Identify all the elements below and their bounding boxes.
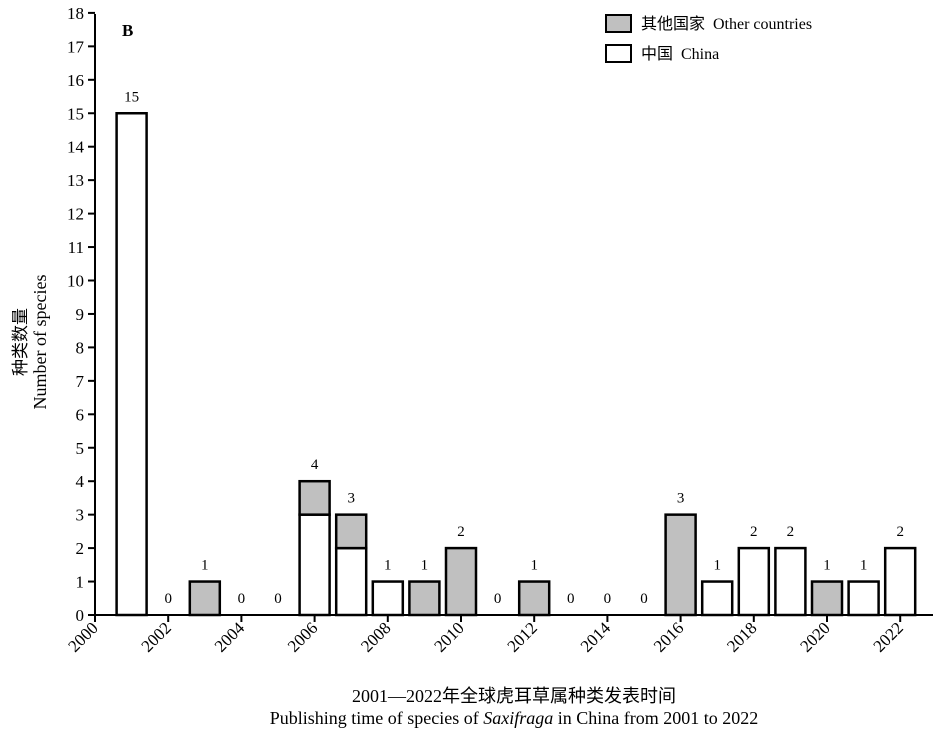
bar-value-label: 0 [604, 591, 612, 607]
bar-value-label: 4 [311, 457, 319, 473]
bar-other-countries [810, 580, 844, 617]
bar-value-label: 0 [164, 591, 172, 607]
bar-china [334, 546, 368, 617]
x-tick-label: 2010 [430, 618, 467, 655]
legend: 其他国家 Other countries 中国 China [605, 14, 812, 63]
x-tick-label: 2004 [211, 618, 249, 656]
bar-value-label: 0 [238, 591, 246, 607]
y-axis-label-en: Number of species [30, 275, 50, 410]
y-tick-label: 7 [76, 372, 85, 391]
bar-other-countries [188, 580, 222, 617]
x-tick-label: 2006 [284, 618, 321, 655]
y-tick-label: 0 [76, 606, 85, 625]
bar-other-countries [444, 546, 478, 617]
bar-value-label: 3 [677, 491, 685, 507]
bar-other-countries [664, 513, 697, 617]
x-axis-label-zh: 2001—2022年全球虎耳草属种类发表时间 [352, 686, 676, 706]
bar-value-label: 1 [823, 558, 831, 574]
y-tick-label: 10 [67, 272, 84, 291]
y-tick-label: 2 [76, 539, 85, 558]
legend-label-china: 中国 China [641, 45, 719, 63]
bar-value-label: 0 [640, 591, 648, 607]
y-tick-label: 11 [68, 238, 84, 257]
bar-china [700, 580, 734, 617]
y-tick-label: 1 [76, 573, 85, 592]
x-axis-label-en: Publishing time of species of Saxifraga … [270, 708, 758, 728]
bar-value-label: 2 [457, 524, 465, 540]
bar-value-label: 2 [896, 524, 904, 540]
bar-value-label: 1 [421, 558, 429, 574]
x-tick-label: 2016 [650, 618, 687, 655]
legend-swatch-other-countries [605, 14, 632, 33]
panel-label: B [122, 21, 133, 40]
bar-value-label: 1 [201, 558, 209, 574]
bar-china [298, 513, 331, 617]
bar-value-label: 15 [124, 89, 139, 105]
y-tick-label: 4 [76, 472, 85, 491]
bar-other-countries [408, 580, 441, 617]
y-tick-label: 12 [67, 205, 84, 224]
y-tick-label: 9 [76, 305, 85, 324]
bar-value-label: 1 [384, 558, 392, 574]
bar-china [774, 546, 807, 617]
x-tick-label: 2014 [577, 618, 615, 656]
y-tick-label: 17 [67, 37, 85, 56]
y-tick-label: 14 [67, 138, 85, 157]
x-ticks-group: 2000 2002 2004 2006 2008 2010 2012 2014 2016 2018… [64, 615, 907, 656]
bar-value-label: 2 [787, 524, 795, 540]
x-tick-label: 2018 [723, 618, 760, 655]
legend-swatch-china [605, 44, 632, 63]
y-tick-label: 18 [67, 4, 84, 23]
y-axis-label: 种类数量 Number of species [11, 275, 50, 410]
bar-value-label: 0 [494, 591, 502, 607]
x-tick-label: 2022 [870, 618, 907, 655]
x-tick-label: 2020 [796, 618, 833, 655]
x-axis-label-en-part2: in China from 2001 to 2022 [553, 708, 758, 728]
x-tick-label: 2012 [504, 618, 541, 655]
bar-value-label: 0 [274, 591, 282, 607]
bar-value-label: 3 [347, 491, 355, 507]
x-tick-label: 2000 [64, 618, 101, 655]
bar-china [847, 580, 880, 617]
x-tick-label: 2002 [138, 618, 175, 655]
y-tick-label: 13 [67, 171, 84, 190]
bar-china [737, 546, 771, 617]
bar-value-label: 0 [567, 591, 575, 607]
bar-value-label: 2 [750, 524, 758, 540]
value-labels-group: 15 0 1 0 0 4 3 1 1 2 0 1 0 0 0 3 1 2 2 1 1 2 [124, 89, 904, 607]
bar-value-label: 1 [530, 558, 538, 574]
legend-label-other-countries: 其他国家 Other countries [641, 15, 812, 33]
y-tick-label: 3 [76, 506, 85, 525]
bar-other-countries [334, 513, 368, 550]
y-tick-label: 5 [76, 439, 85, 458]
bar-value-label: 1 [860, 558, 868, 574]
bar-value-label: 1 [713, 558, 721, 574]
bar-china [115, 112, 148, 617]
y-tick-label: 8 [76, 338, 85, 357]
y-tick-label: 6 [76, 405, 85, 424]
bar-other-countries [298, 479, 331, 516]
y-axis-label-zh: 种类数量 [11, 308, 30, 376]
y-tick-label: 16 [67, 71, 84, 90]
bar-china [883, 546, 917, 617]
bar-china [371, 580, 405, 617]
y-tick-label: 15 [67, 104, 84, 123]
bar-other-countries [517, 580, 551, 617]
x-axis-label-en-part1: Publishing time of species of [270, 708, 483, 728]
x-axis-label-en-genus: Saxifraga [483, 708, 553, 728]
bars-group [115, 112, 917, 617]
x-tick-label: 2008 [357, 618, 394, 655]
